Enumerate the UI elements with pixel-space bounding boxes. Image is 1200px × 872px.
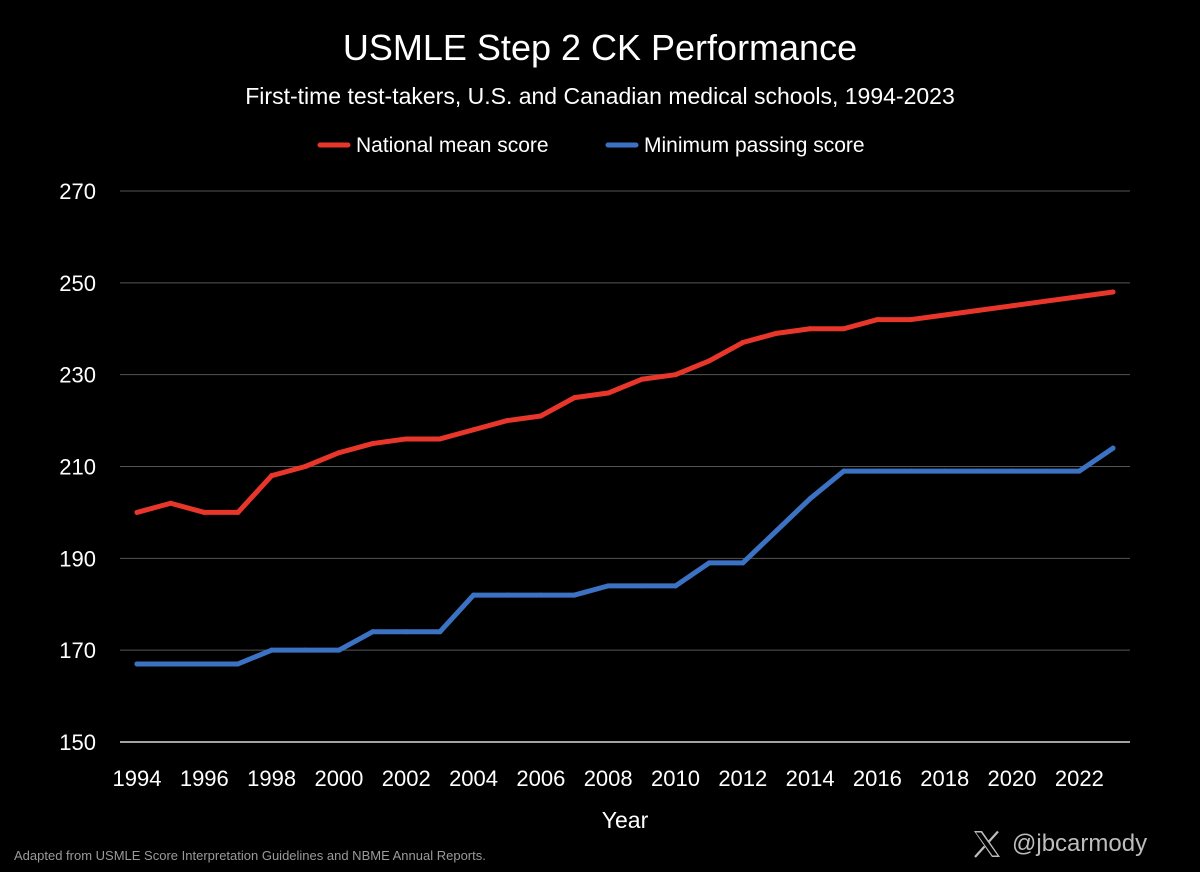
data-point xyxy=(605,583,611,589)
data-point xyxy=(740,340,746,346)
data-point xyxy=(672,583,678,589)
x-tick-label: 1998 xyxy=(247,766,296,791)
data-point xyxy=(773,528,779,534)
series-line-national-mean xyxy=(134,289,1116,515)
data-point xyxy=(336,647,342,653)
data-point xyxy=(168,661,174,667)
data-point xyxy=(908,468,914,474)
data-point xyxy=(807,496,813,502)
data-point xyxy=(706,560,712,566)
y-tick-label: 250 xyxy=(59,271,96,296)
data-point xyxy=(1110,445,1116,451)
data-point xyxy=(201,661,207,667)
x-tick-label: 2008 xyxy=(584,766,633,791)
x-tick-label: 1996 xyxy=(180,766,229,791)
y-tick-label: 230 xyxy=(59,363,96,388)
author-handle-text: @jbcarmody xyxy=(1012,830,1148,857)
data-point xyxy=(874,468,880,474)
gridlines xyxy=(120,190,1130,743)
data-point xyxy=(134,661,140,667)
data-point xyxy=(1076,294,1082,300)
data-point xyxy=(471,427,477,433)
data-point xyxy=(471,592,477,598)
data-point xyxy=(706,358,712,364)
data-point xyxy=(437,436,443,442)
legend-label: Minimum passing score xyxy=(644,134,865,157)
x-tick-label: 2014 xyxy=(786,766,835,791)
y-tick-label: 210 xyxy=(59,455,96,480)
data-point xyxy=(269,647,275,653)
data-point xyxy=(134,509,140,515)
data-point xyxy=(1043,298,1049,304)
x-tick-label: 2010 xyxy=(651,766,700,791)
y-tick-label: 170 xyxy=(59,638,96,663)
chart-subtitle: First-time test-takers, U.S. and Canadia… xyxy=(245,83,955,109)
series-line-minimum-passing xyxy=(134,445,1116,667)
author-handle[interactable]: @jbcarmody xyxy=(972,830,1147,858)
data-point xyxy=(1076,468,1082,474)
x-tick-label: 2020 xyxy=(988,766,1037,791)
x-axis-label: Year xyxy=(602,807,649,833)
data-point xyxy=(773,330,779,336)
data-point xyxy=(1043,468,1049,474)
data-point xyxy=(370,441,376,447)
data-point xyxy=(572,592,578,598)
data-point xyxy=(1009,303,1015,309)
data-point xyxy=(975,468,981,474)
x-tick-label: 2016 xyxy=(853,766,902,791)
x-tick-label: 2022 xyxy=(1055,766,1104,791)
data-point xyxy=(807,326,813,332)
series-lines xyxy=(134,289,1116,667)
data-point xyxy=(841,326,847,332)
data-point xyxy=(942,312,948,318)
x-tick-label: 2006 xyxy=(516,766,565,791)
data-point xyxy=(841,468,847,474)
data-point xyxy=(336,450,342,456)
data-point xyxy=(572,395,578,401)
data-point xyxy=(235,509,241,515)
data-point xyxy=(504,592,510,598)
data-point xyxy=(403,436,409,442)
data-point xyxy=(538,413,544,419)
source-note: Adapted from USMLE Score Interpretation … xyxy=(14,848,486,863)
data-point xyxy=(403,629,409,635)
y-tick-label: 270 xyxy=(59,179,96,204)
data-point xyxy=(639,583,645,589)
data-point xyxy=(942,468,948,474)
chart-title: USMLE Step 2 CK Performance xyxy=(343,27,857,68)
x-tick-label: 1994 xyxy=(113,766,162,791)
data-point xyxy=(639,376,645,382)
data-point xyxy=(302,464,308,469)
data-point xyxy=(874,317,880,323)
x-tick-label: 2002 xyxy=(382,766,431,791)
data-point xyxy=(504,418,510,424)
x-tick-label: 2012 xyxy=(718,766,767,791)
y-tick-label: 190 xyxy=(59,546,96,571)
data-point xyxy=(370,629,376,635)
legend: National mean score Minimum passing score xyxy=(317,134,865,157)
data-point xyxy=(908,317,914,323)
y-axis-ticks: 150 170 190 210 230 250 270 xyxy=(59,179,96,755)
data-point xyxy=(538,592,544,598)
x-tick-label: 2000 xyxy=(314,766,363,791)
y-tick-label: 150 xyxy=(59,730,96,755)
data-point xyxy=(1009,468,1015,474)
data-point xyxy=(201,509,207,515)
data-point xyxy=(672,372,678,378)
data-point xyxy=(975,307,981,313)
data-point xyxy=(740,560,746,566)
legend-label: National mean score xyxy=(356,134,549,157)
x-tick-label: 2018 xyxy=(920,766,969,791)
data-point xyxy=(269,473,275,479)
data-point xyxy=(1110,289,1116,295)
x-axis-ticks: 1994 1996 1998 2000 2002 2004 2006 2008 2010 2012… xyxy=(113,766,1104,791)
data-point xyxy=(437,629,443,635)
data-point xyxy=(235,661,241,667)
x-logo-icon xyxy=(974,830,1000,858)
data-point xyxy=(168,500,174,506)
x-tick-label: 2004 xyxy=(449,766,498,791)
data-point xyxy=(302,647,308,653)
data-point xyxy=(605,390,611,396)
